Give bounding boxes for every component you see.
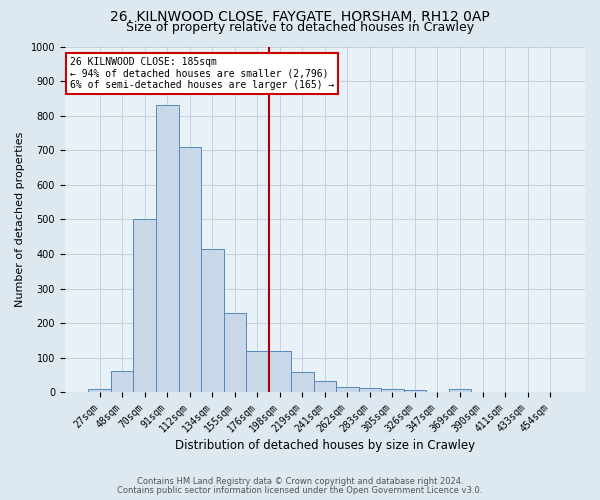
Bar xyxy=(449,390,471,392)
Bar xyxy=(404,390,426,392)
Bar xyxy=(201,248,224,392)
Bar xyxy=(156,106,179,392)
Bar xyxy=(269,350,291,392)
Bar xyxy=(359,388,381,392)
Text: 26, KILNWOOD CLOSE, FAYGATE, HORSHAM, RH12 0AP: 26, KILNWOOD CLOSE, FAYGATE, HORSHAM, RH… xyxy=(110,10,490,24)
Bar xyxy=(179,147,201,392)
Bar xyxy=(224,312,246,392)
Y-axis label: Number of detached properties: Number of detached properties xyxy=(15,132,25,307)
Bar xyxy=(88,390,111,392)
Bar xyxy=(336,387,359,392)
Text: Contains public sector information licensed under the Open Government Licence v3: Contains public sector information licen… xyxy=(118,486,482,495)
Text: Contains HM Land Registry data © Crown copyright and database right 2024.: Contains HM Land Registry data © Crown c… xyxy=(137,477,463,486)
Bar xyxy=(291,372,314,392)
Text: Size of property relative to detached houses in Crawley: Size of property relative to detached ho… xyxy=(126,22,474,35)
Bar xyxy=(314,381,336,392)
Bar xyxy=(381,389,404,392)
X-axis label: Distribution of detached houses by size in Crawley: Distribution of detached houses by size … xyxy=(175,440,475,452)
Bar xyxy=(111,372,133,392)
Bar xyxy=(133,220,156,392)
Bar xyxy=(246,350,269,392)
Text: 26 KILNWOOD CLOSE: 185sqm
← 94% of detached houses are smaller (2,796)
6% of sem: 26 KILNWOOD CLOSE: 185sqm ← 94% of detac… xyxy=(70,57,334,90)
